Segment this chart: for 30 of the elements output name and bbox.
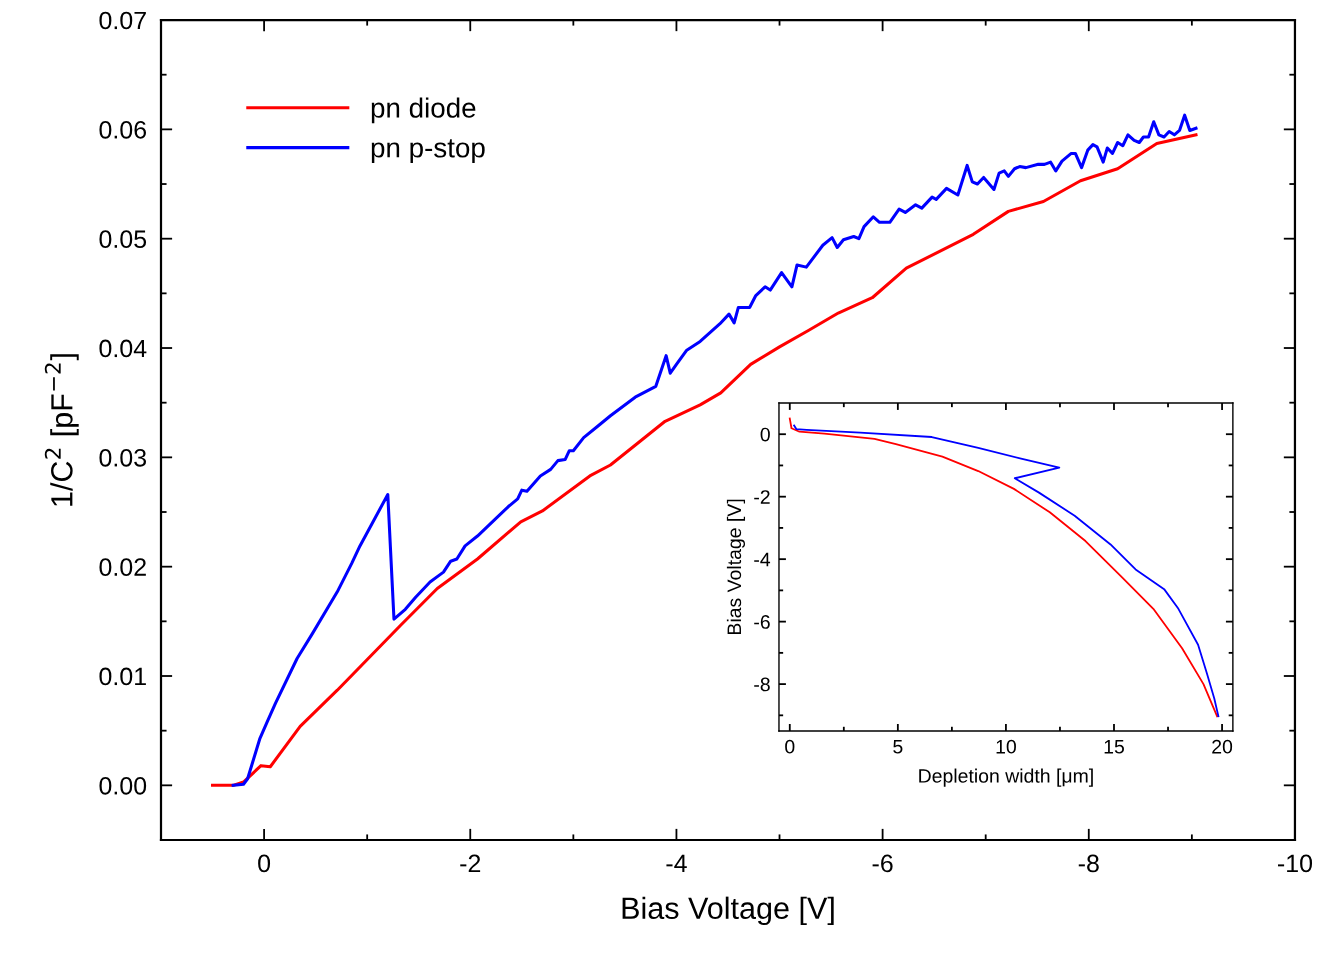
y-axis-title: Bias Voltage [V] (726, 499, 746, 635)
x-tick-label: -10 (1277, 854, 1313, 873)
x-tick-label: 5 (893, 740, 903, 754)
y-axis-title: 1/C$^{2}$ [pF$^{−2}$] (44, 354, 79, 506)
y-tick-label: 0.04 (99, 339, 147, 358)
y-tick-label: -4 (754, 552, 771, 567)
x-tick-label: -6 (872, 854, 893, 873)
y-tick-label: -2 (754, 490, 770, 504)
x-tick-label: 10 (996, 739, 1016, 754)
y-tick-label: 0.03 (99, 448, 147, 467)
legend-label: pn p-stop (371, 139, 485, 164)
y-tick-label: 0.07 (99, 11, 146, 30)
y-tick-label: -8 (754, 677, 770, 692)
x-axis-title: Bias Voltage [V] (622, 896, 834, 926)
y-tick-label: 0.01 (99, 667, 146, 686)
x-tick-label: 0 (785, 739, 795, 754)
x-tick-label: 15 (1104, 740, 1124, 754)
x-tick-label: -4 (666, 854, 687, 872)
y-tick-label: 0.05 (99, 230, 147, 248)
y-tick-label: 0.02 (99, 558, 146, 576)
x-tick-label: -2 (460, 854, 481, 872)
y-tick-label: 0.06 (99, 120, 147, 139)
y-tick-label: 0.00 (99, 776, 147, 795)
y-tick-label: -6 (754, 615, 770, 629)
legend-label: pn diode (371, 97, 476, 124)
x-tick-label: -8 (1078, 854, 1099, 873)
y-tick-label: 0 (760, 427, 770, 442)
x-tick-label: 0 (258, 854, 271, 873)
x-tick-label: 20 (1212, 739, 1233, 754)
x-axis-title: Depletion width [μm] (919, 768, 1093, 787)
